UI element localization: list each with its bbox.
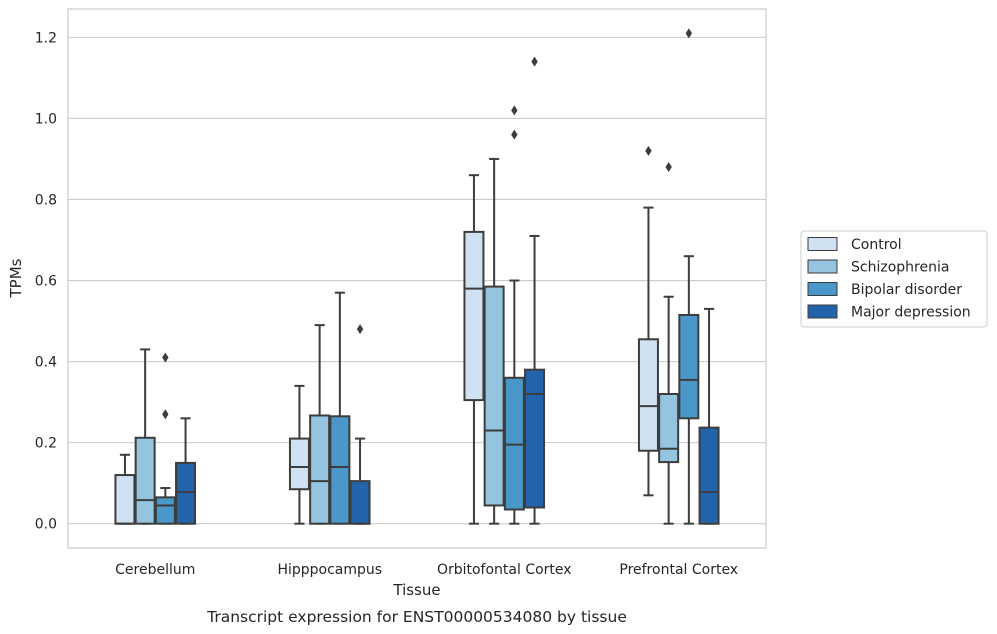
plot-frame [67, 8, 767, 549]
boxplot-series [114, 28, 720, 525]
iqr-box [154, 496, 176, 525]
iqr-box [503, 376, 525, 511]
outlier-point [665, 162, 672, 173]
iqr-box [288, 437, 310, 491]
iqr-box [524, 368, 546, 509]
legend-label: Schizophrenia [851, 260, 949, 276]
x-tick-labels: Cerebellum Hipppocampus Orbitofontal Corte… [115, 562, 738, 578]
outlier-point [162, 352, 169, 363]
iqr-box [349, 480, 371, 525]
y-tick-label: 1.0 [35, 111, 57, 127]
y-tick-label: 1.2 [35, 30, 57, 46]
outlier-point [645, 145, 652, 156]
box-control [463, 174, 485, 525]
y-tick-label: 0.6 [35, 274, 57, 290]
outlier-point [511, 105, 518, 116]
x-tick-label: Hipppocampus [277, 562, 382, 578]
grid-lines [68, 36, 766, 525]
y-tick-label: 0.0 [35, 517, 57, 533]
box-major-depression [175, 417, 197, 525]
box-schizophrenia [309, 324, 331, 525]
iqr-box [637, 338, 659, 452]
box-bipolar-disorder [678, 28, 700, 525]
legend-label: Bipolar disorder [851, 282, 962, 298]
box-bipolar-disorder [503, 105, 525, 525]
legend-frame [800, 230, 988, 328]
box-major-depression [698, 307, 720, 525]
box-schizophrenia [134, 348, 156, 525]
box-bipolar-disorder [329, 291, 351, 525]
legend-swatch [807, 237, 838, 251]
box-control [288, 384, 310, 525]
iqr-box [329, 415, 351, 525]
x-tick-label: Prefrontal Cortex [619, 562, 738, 578]
box-control [114, 453, 136, 525]
box-schizophrenia [483, 157, 505, 525]
y-tick-label: 0.8 [35, 192, 57, 208]
iqr-box [114, 474, 136, 525]
iqr-box [463, 230, 485, 402]
y-tick-label: 0.2 [35, 436, 57, 452]
chart-caption: Transcript expression for ENST0000053408… [206, 608, 627, 626]
box-bipolar-disorder [154, 352, 176, 525]
outlier-point [511, 129, 518, 140]
legend-label: Control [851, 237, 902, 253]
legend-swatch [807, 282, 838, 296]
iqr-box [658, 393, 680, 464]
iqr-box [175, 461, 197, 525]
iqr-box [309, 414, 331, 525]
box-control [637, 145, 659, 497]
iqr-box [678, 313, 700, 420]
x-axis-label: Tissue [392, 581, 440, 599]
y-axis-label: TPMs [7, 258, 25, 298]
x-tick-label: Cerebellum [115, 562, 195, 578]
box-schizophrenia [658, 162, 680, 525]
iqr-box [483, 285, 505, 507]
iqr-box [134, 436, 156, 525]
legend-label: Major depression [851, 305, 971, 321]
y-tick-labels: 0.0 0.2 0.4 0.6 0.8 1.0 1.2 [35, 30, 57, 532]
legend-swatch [807, 304, 838, 319]
x-tick-label: Orbitofontal Cortex [437, 562, 572, 578]
outlier-point [162, 409, 169, 420]
outlier-point [685, 28, 693, 39]
box-major-depression [524, 56, 546, 525]
outlier-point [531, 56, 538, 67]
outlier-point [356, 324, 364, 335]
legend-swatch [807, 259, 838, 274]
legend: Control Schizophrenia Bipolar disorder Majo… [800, 230, 988, 328]
box-major-depression [349, 324, 371, 525]
y-tick-label: 0.4 [35, 355, 57, 371]
iqr-box [698, 426, 720, 525]
